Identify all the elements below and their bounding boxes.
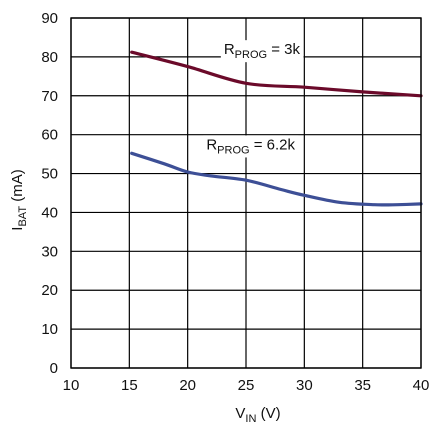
series-line-0 (130, 50, 423, 98)
y-tick-label: 50 (41, 166, 58, 183)
y-tick-label: 0 (50, 360, 58, 377)
plot-frame (70, 17, 422, 369)
tick-labels: 10 15 20 25 30 35 40 0 10 20 30 40 50 60 70 80 90 (41, 10, 429, 394)
series-line-1 (130, 151, 423, 207)
y-tick-label: 70 (41, 88, 58, 105)
x-tick-label: 30 (296, 377, 313, 394)
x-axis-label: VIN (V) (235, 405, 280, 423)
x-tick-label: 15 (121, 377, 138, 394)
grid (70, 17, 422, 369)
series-annotation: RPROG = 3k (224, 41, 301, 61)
x-tick-label: 20 (179, 377, 196, 394)
y-axis-label: IBAT (mA) (9, 169, 29, 230)
series-annotation: RPROG = 6.2k (206, 136, 295, 156)
y-tick-label: 80 (41, 49, 58, 66)
y-tick-label: 30 (41, 243, 58, 260)
y-tick-label: 40 (41, 204, 58, 221)
annotations: RPROG = 3k RPROG = 6.2k (203, 40, 304, 158)
series-layer (130, 50, 423, 207)
x-tick-label: 40 (413, 377, 430, 394)
y-tick-label: 10 (41, 321, 58, 338)
x-tick-label: 35 (354, 377, 371, 394)
y-tick-label: 20 (41, 282, 58, 299)
x-tick-label: 25 (238, 377, 255, 394)
annotation-background (220, 40, 304, 63)
x-tick-label: 10 (63, 377, 80, 394)
annotation-background (203, 135, 299, 158)
y-tick-label: 90 (41, 10, 58, 27)
y-tick-label: 60 (41, 127, 58, 144)
